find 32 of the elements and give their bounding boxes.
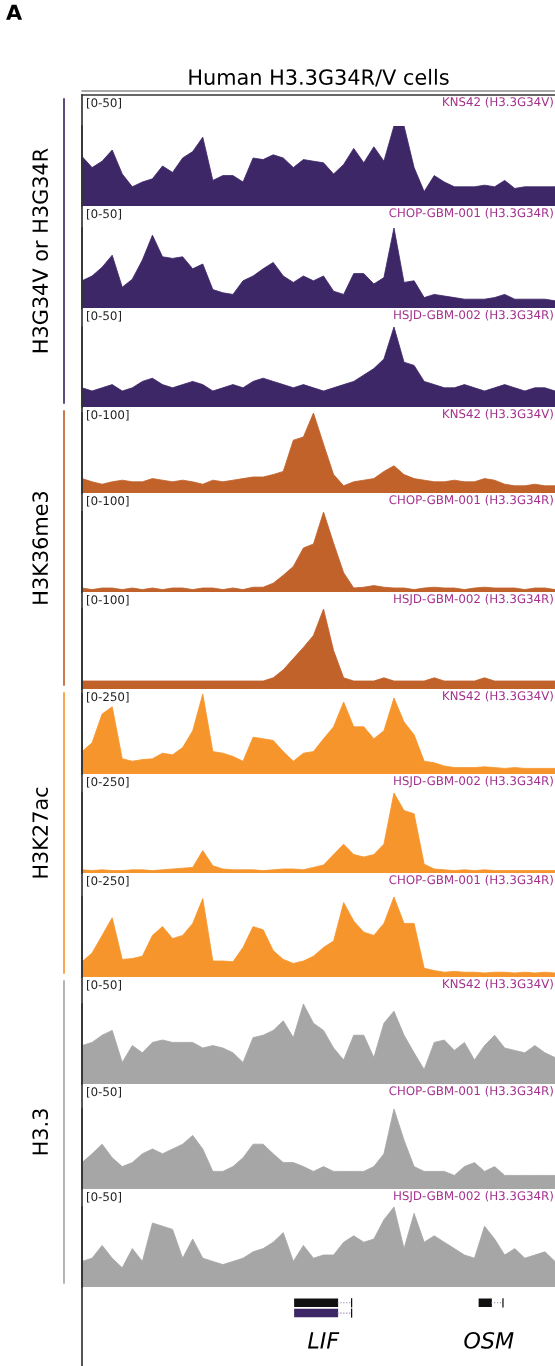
- y-axis-title: H3K36me3: [32, 491, 49, 604]
- series-label: HSJD-GBM-002 (H3.3G34R): [394, 1191, 553, 1203]
- series-label: CHOP-GBM-001 (H3.3G34R): [389, 875, 553, 886]
- text: [0-100]: [87, 496, 129, 507]
- text: KNS42 (H3.3G34V): [443, 691, 553, 702]
- text: [0-50]: [87, 98, 121, 109]
- text: [0-250]: [87, 876, 129, 887]
- text: KNS42 (H3.3G34V): [443, 97, 553, 108]
- annotation: [0-250]: [87, 692, 129, 703]
- text: [0-50]: [87, 209, 121, 220]
- y-axis-title: H3G34V or H3G34R: [32, 148, 49, 353]
- text: [0-50]: [87, 980, 121, 991]
- text: OSM: [464, 1331, 514, 1349]
- text: [0-250]: [87, 777, 129, 788]
- text: KNS42 (H3.3G34V): [443, 409, 553, 420]
- text: LIF: [307, 1332, 340, 1349]
- text: [0-50]: [87, 1192, 121, 1203]
- y-axis-title: H3.3: [32, 1109, 49, 1155]
- series-label: HSJD-GBM-002 (H3.3G34R): [394, 776, 553, 788]
- series-label: HSJD-GBM-002 (H3.3G34R): [394, 310, 553, 322]
- series-label: CHOP-GBM-001 (H3.3G34R): [389, 1086, 553, 1097]
- text: A: [6, 4, 23, 20]
- text: [0-50]: [87, 311, 121, 322]
- text: [0-100]: [87, 595, 129, 606]
- annotation: [0-100]: [87, 410, 129, 421]
- text: KNS42 (H3.3G34V): [443, 979, 553, 990]
- series-label: CHOP-GBM-001 (H3.3G34R): [389, 208, 553, 219]
- text: CHOP-GBM-001 (H3.3G34R): [389, 495, 553, 506]
- chart-title: Human H3.3G34R/V cells: [189, 68, 449, 87]
- text: HSJD-GBM-002 (H3.3G34R): [394, 594, 553, 606]
- y-axis-title: H3K27ac: [32, 787, 49, 878]
- text: [0-50]: [87, 1087, 121, 1098]
